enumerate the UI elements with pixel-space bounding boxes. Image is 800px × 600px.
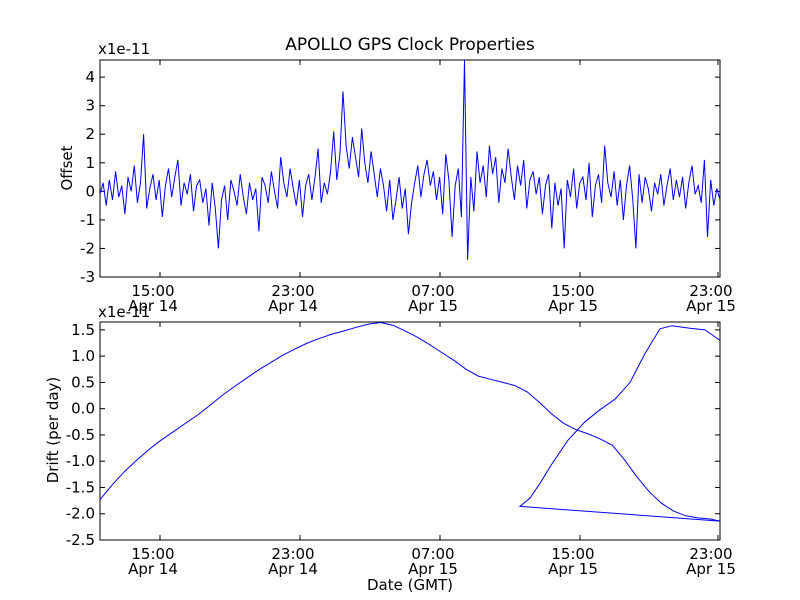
y-tick-label: 2 xyxy=(85,125,95,143)
drift-y-ticks: 1.5 1.0 0.5 0.0 -0.5 -1.0 -1.5 -2.0 -2.5 xyxy=(66,321,720,549)
y-tick-label: 1.5 xyxy=(71,321,95,339)
y-tick-label: 1.0 xyxy=(71,347,95,365)
offset-axes-frame xyxy=(99,59,721,278)
x-tick-date-label: Apr 15 xyxy=(548,297,598,315)
drift-panel: 1.51.00.50.0-0.5-1.0-1.5-2.0-2.5 15:00Ap… xyxy=(44,303,736,594)
y-tick-label: -2.5 xyxy=(66,531,95,549)
x-tick-time-label: 15:00 xyxy=(551,282,594,300)
x-tick-time-label: 07:00 xyxy=(411,282,454,300)
offset-y-axis-label: Offset xyxy=(58,145,76,190)
x-tick-date-label: Apr 15 xyxy=(408,297,458,315)
y-tick-label: 0.5 xyxy=(71,373,95,391)
x-tick-date-label: Apr 14 xyxy=(128,297,178,315)
drift-y-axis-label: Drift (per day) xyxy=(44,377,62,484)
offset-y-multiplier: x1e-11 xyxy=(98,40,150,58)
drift-y-multiplier: x1e-11 xyxy=(98,303,150,321)
y-tick-label: 0 xyxy=(85,182,95,200)
drift-series-line xyxy=(99,321,721,522)
offset-series xyxy=(99,59,721,260)
x-tick-time-label: 23:00 xyxy=(271,282,314,300)
x-tick-time-label: 23:00 xyxy=(689,545,732,563)
x-tick-date-label: Apr 14 xyxy=(268,560,318,578)
drift-series xyxy=(99,321,721,522)
x-tick-time-label: 15:00 xyxy=(131,545,174,563)
x-tick-time-label: 23:00 xyxy=(271,545,314,563)
x-tick-time-label: 07:00 xyxy=(411,545,454,563)
y-tick-label: -1.0 xyxy=(66,452,95,470)
drift-x-axis-label: Date (GMT) xyxy=(367,576,453,594)
x-tick-date-label: Apr 15 xyxy=(686,560,736,578)
y-tick-label: 1 xyxy=(85,154,95,172)
x-tick-time-label: 15:00 xyxy=(131,282,174,300)
x-tick-date-label: Apr 14 xyxy=(128,560,178,578)
y-tick-label: -2.0 xyxy=(66,505,95,523)
x-tick-date-label: Apr 15 xyxy=(408,560,458,578)
y-tick-label: -0.5 xyxy=(66,426,95,444)
x-tick-time-label: 23:00 xyxy=(689,282,732,300)
y-tick-label: 0.0 xyxy=(71,400,95,418)
y-tick-label: 4 xyxy=(85,68,95,86)
offset-series-line xyxy=(99,59,721,260)
y-tick-label: -1.5 xyxy=(66,478,95,496)
x-tick-date-label: Apr 15 xyxy=(548,560,598,578)
y-tick-label: -3 xyxy=(80,268,95,286)
figure-title: APOLLO GPS Clock Properties xyxy=(285,35,535,55)
x-tick-date-label: Apr 15 xyxy=(686,297,736,315)
x-tick-date-label: Apr 14 xyxy=(268,297,318,315)
drift-axes-frame xyxy=(99,321,721,541)
y-tick-label: -2 xyxy=(80,239,95,257)
x-tick-time-label: 15:00 xyxy=(551,545,594,563)
y-tick-label: 3 xyxy=(85,97,95,115)
y-tick-label: -1 xyxy=(80,211,95,229)
